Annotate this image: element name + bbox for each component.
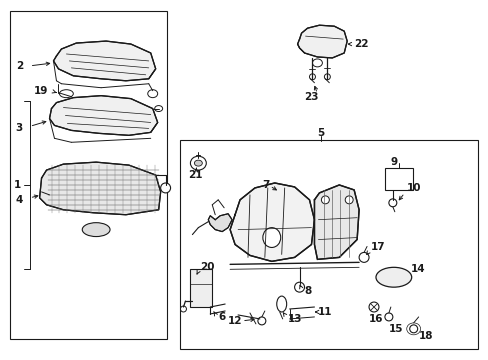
Ellipse shape bbox=[257, 317, 265, 325]
Polygon shape bbox=[297, 25, 346, 58]
Text: 22: 22 bbox=[353, 39, 368, 49]
Text: 4: 4 bbox=[16, 195, 23, 205]
Text: 9: 9 bbox=[390, 157, 397, 167]
Text: 7: 7 bbox=[262, 180, 269, 190]
Ellipse shape bbox=[312, 59, 322, 67]
Ellipse shape bbox=[190, 156, 206, 170]
Bar bbox=[190, 269, 212, 307]
Ellipse shape bbox=[147, 90, 157, 98]
Ellipse shape bbox=[368, 302, 378, 312]
Text: 10: 10 bbox=[406, 183, 420, 193]
Ellipse shape bbox=[194, 160, 202, 166]
Bar bbox=[180, 140, 477, 349]
Text: 13: 13 bbox=[287, 314, 302, 324]
Text: 12: 12 bbox=[228, 316, 242, 326]
Text: 6: 6 bbox=[218, 312, 225, 322]
Ellipse shape bbox=[384, 313, 392, 321]
Ellipse shape bbox=[324, 74, 330, 80]
Text: 17: 17 bbox=[370, 243, 385, 252]
Bar bbox=[384, 168, 412, 190]
Text: 5: 5 bbox=[317, 129, 324, 138]
Ellipse shape bbox=[321, 196, 328, 204]
Polygon shape bbox=[208, 214, 232, 231]
Polygon shape bbox=[314, 185, 358, 260]
Ellipse shape bbox=[345, 196, 352, 204]
Text: 18: 18 bbox=[418, 331, 432, 341]
Text: 16: 16 bbox=[368, 314, 383, 324]
Text: 20: 20 bbox=[200, 262, 214, 272]
Text: 21: 21 bbox=[188, 170, 203, 180]
Polygon shape bbox=[40, 162, 161, 215]
Ellipse shape bbox=[60, 90, 73, 98]
Text: 8: 8 bbox=[304, 286, 311, 296]
Text: 1: 1 bbox=[14, 180, 21, 190]
Text: 11: 11 bbox=[317, 307, 331, 317]
Text: 15: 15 bbox=[388, 324, 403, 334]
Ellipse shape bbox=[263, 228, 280, 247]
Ellipse shape bbox=[358, 252, 368, 262]
Bar bbox=[10, 11, 166, 339]
Ellipse shape bbox=[294, 282, 304, 292]
Ellipse shape bbox=[388, 199, 396, 207]
Text: 19: 19 bbox=[34, 86, 48, 96]
Ellipse shape bbox=[409, 325, 417, 333]
Ellipse shape bbox=[276, 296, 286, 312]
Ellipse shape bbox=[375, 267, 411, 287]
Text: 14: 14 bbox=[410, 264, 425, 274]
Ellipse shape bbox=[82, 223, 110, 237]
Polygon shape bbox=[230, 183, 314, 261]
Ellipse shape bbox=[154, 105, 163, 112]
Ellipse shape bbox=[161, 183, 170, 193]
Ellipse shape bbox=[309, 74, 315, 80]
Text: 3: 3 bbox=[16, 123, 23, 134]
Polygon shape bbox=[49, 96, 157, 135]
Text: 2: 2 bbox=[16, 61, 23, 71]
Ellipse shape bbox=[180, 306, 186, 312]
Text: 23: 23 bbox=[304, 92, 318, 102]
Polygon shape bbox=[53, 41, 155, 81]
